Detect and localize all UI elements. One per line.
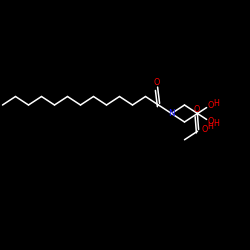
Text: O: O <box>208 100 214 110</box>
Text: H: H <box>213 98 219 108</box>
Text: O: O <box>208 118 214 126</box>
Text: O: O <box>202 125 208 134</box>
Text: H: H <box>207 122 213 131</box>
Text: O: O <box>193 104 200 114</box>
Text: H: H <box>213 120 219 128</box>
Text: O: O <box>153 78 160 87</box>
Text: N: N <box>168 109 175 118</box>
